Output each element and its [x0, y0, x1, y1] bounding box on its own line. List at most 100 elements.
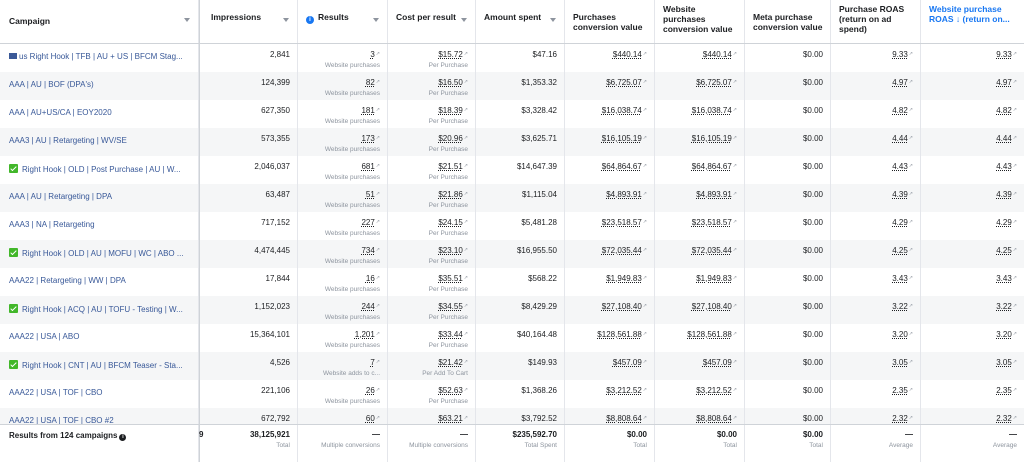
table-row[interactable]: AAA3 | NA | Retargeting 717,152 227↗ Websit…: [0, 212, 1024, 240]
results-link[interactable]: 173: [361, 134, 375, 143]
roas-link[interactable]: 4.82: [892, 106, 908, 115]
roas-link[interactable]: 4.97: [996, 78, 1012, 87]
results-link[interactable]: 51: [365, 190, 375, 199]
conversion-value-link[interactable]: $27,108.40: [691, 302, 732, 311]
table-row[interactable]: Right Hook | OLD | Post Purchase | AU | …: [0, 156, 1024, 184]
table-row[interactable]: AAA22 | USA | TOF | CBO 221,106 26↗ Website…: [0, 380, 1024, 408]
cost-per-result-link[interactable]: $15.72: [438, 50, 463, 59]
roas-link[interactable]: 3.20: [996, 330, 1012, 339]
roas-link[interactable]: 4.44: [892, 134, 908, 143]
conversion-value-link[interactable]: $8,808.64: [696, 414, 732, 423]
results-link[interactable]: 227: [361, 218, 375, 227]
cost-per-result-link[interactable]: $20.96: [438, 134, 463, 143]
roas-link[interactable]: 4.29: [996, 218, 1012, 227]
campaign-name-link[interactable]: AAA3 | AU | Retargeting | WV/SE: [9, 136, 127, 145]
conversion-value-link[interactable]: $4,893.91: [696, 190, 732, 199]
campaign-name-link[interactable]: AAA | AU+US/CA | EOY2020: [9, 108, 112, 117]
roas-link[interactable]: 9.33: [892, 50, 908, 59]
col-header-purchase-roas[interactable]: Purchase ROAS (return on ad spend): [831, 0, 921, 43]
roas-link[interactable]: 2.35: [892, 386, 908, 395]
table-row[interactable]: Right Hook | OLD | AU | MOFU | WC | ABO …: [0, 240, 1024, 268]
conversion-value-link[interactable]: $440.14: [612, 50, 642, 59]
roas-link[interactable]: 2.32: [996, 414, 1012, 423]
results-link[interactable]: 60: [365, 414, 375, 423]
cost-per-result-link[interactable]: $18.39: [438, 106, 463, 115]
conversion-value-link[interactable]: $3,212.52: [696, 386, 732, 395]
campaign-name-link[interactable]: us Right Hook | TFB | AU + US | BFCM Sta…: [19, 52, 183, 61]
table-row[interactable]: Right Hook | CNT | AU | BFCM Teaser - St…: [0, 352, 1024, 380]
table-row[interactable]: AAA | AU | BOF (DPA's) 124,399 82↗ Website …: [0, 72, 1024, 100]
conversion-value-link[interactable]: $23,518.57: [601, 218, 642, 227]
conversion-value-link[interactable]: $457.09: [702, 358, 732, 367]
cost-per-result-link[interactable]: $23.10: [438, 246, 463, 255]
cost-per-result-link[interactable]: $24.15: [438, 218, 463, 227]
results-link[interactable]: 681: [361, 162, 375, 171]
conversion-value-link[interactable]: $6,725.07: [606, 78, 642, 87]
col-header-cost-per-result[interactable]: Cost per result: [388, 0, 476, 43]
roas-link[interactable]: 4.97: [892, 78, 908, 87]
table-row[interactable]: Right Hook | ACQ | AU | TOFU - Testing |…: [0, 296, 1024, 324]
roas-link[interactable]: 3.43: [892, 274, 908, 283]
roas-link[interactable]: 3.05: [892, 358, 908, 367]
cost-per-result-link[interactable]: $63.21: [438, 414, 463, 423]
conversion-value-link[interactable]: $72,035.44: [691, 246, 732, 255]
roas-link[interactable]: 3.43: [996, 274, 1012, 283]
results-link[interactable]: 734: [361, 246, 375, 255]
conversion-value-link[interactable]: $16,105.19: [691, 134, 732, 143]
roas-link[interactable]: 3.22: [892, 302, 908, 311]
cost-per-result-link[interactable]: $16.50: [438, 78, 463, 87]
conversion-value-link[interactable]: $64,864.67: [691, 162, 732, 171]
conversion-value-link[interactable]: $72,035.44: [601, 246, 642, 255]
col-header-results[interactable]: i Results: [298, 0, 388, 43]
conversion-value-link[interactable]: $8,808.64: [606, 414, 642, 423]
conversion-value-link[interactable]: $16,038.74: [601, 106, 642, 115]
conversion-value-link[interactable]: $6,725.07: [696, 78, 732, 87]
col-header-purchases-conversion-value[interactable]: Purchases conversion value: [565, 0, 655, 43]
campaign-name-link[interactable]: AAA22 | USA | TOF | CBO #2: [9, 416, 114, 425]
table-row[interactable]: AAA22 | USA | ABO 15,364,101 1,201↗ Website…: [0, 324, 1024, 352]
campaign-name-link[interactable]: AAA22 | USA | ABO: [9, 332, 80, 341]
info-icon[interactable]: i: [119, 434, 127, 441]
roas-link[interactable]: 4.39: [996, 190, 1012, 199]
cost-per-result-link[interactable]: $34.55: [438, 302, 463, 311]
campaign-name-link[interactable]: AAA22 | Retargeting | WW | DPA: [9, 276, 126, 285]
roas-link[interactable]: 4.25: [996, 246, 1012, 255]
table-row[interactable]: AAA | AU+US/CA | EOY2020 627,350 181↗ Websi…: [0, 100, 1024, 128]
conversion-value-link[interactable]: $27,108.40: [601, 302, 642, 311]
cost-per-result-link[interactable]: $33.44: [438, 330, 463, 339]
col-header-amount-spent[interactable]: Amount spent: [476, 0, 565, 43]
roas-link[interactable]: 3.05: [996, 358, 1012, 367]
roas-link[interactable]: 2.32: [892, 414, 908, 423]
campaign-name-link[interactable]: AAA | AU | Retargeting | DPA: [9, 192, 113, 201]
campaign-name-link[interactable]: Right Hook | ACQ | AU | TOFU - Testing |…: [22, 305, 183, 314]
results-link[interactable]: 3: [370, 50, 375, 59]
col-header-website-purchases-conversion-value[interactable]: Website purchases conversion value: [655, 0, 745, 43]
conversion-value-link[interactable]: $128,561.88: [597, 330, 642, 339]
roas-link[interactable]: 4.82: [996, 106, 1012, 115]
conversion-value-link[interactable]: $23,518.57: [691, 218, 732, 227]
roas-link[interactable]: 3.20: [892, 330, 908, 339]
chevron-down-icon[interactable]: [373, 18, 379, 22]
conversion-value-link[interactable]: $16,038.74: [691, 106, 732, 115]
col-header-meta-purchase-conversion-value[interactable]: Meta purchase conversion value: [745, 0, 831, 43]
conversion-value-link[interactable]: $1,949.83: [606, 274, 642, 283]
col-header-website-purchase-roas[interactable]: Website purchase ROAS ↓ (return on...: [929, 4, 1010, 24]
campaign-name-link[interactable]: AAA22 | USA | TOF | CBO: [9, 388, 103, 397]
conversion-value-link[interactable]: $64,864.67: [601, 162, 642, 171]
roas-link[interactable]: 2.35: [996, 386, 1012, 395]
chevron-down-icon[interactable]: [184, 18, 190, 22]
cost-per-result-link[interactable]: $35.51: [438, 274, 463, 283]
conversion-value-link[interactable]: $16,105.19: [601, 134, 642, 143]
info-icon[interactable]: i: [306, 16, 314, 24]
chevron-down-icon[interactable]: [283, 18, 289, 22]
roas-link[interactable]: 3.22: [996, 302, 1012, 311]
table-row[interactable]: AAA22 | Retargeting | WW | DPA 17,844 16↗ W…: [0, 268, 1024, 296]
table-row[interactable]: us Right Hook | TFB | AU + US | BFCM Sta…: [0, 44, 1024, 72]
roas-link[interactable]: 4.29: [892, 218, 908, 227]
roas-link[interactable]: 9.33: [996, 50, 1012, 59]
chevron-down-icon[interactable]: [461, 18, 467, 22]
results-link[interactable]: 82: [365, 78, 375, 87]
conversion-value-link[interactable]: $3,212.52: [606, 386, 642, 395]
table-row[interactable]: AAA3 | AU | Retargeting | WV/SE 573,355 17…: [0, 128, 1024, 156]
conversion-value-link[interactable]: $457.09: [612, 358, 642, 367]
